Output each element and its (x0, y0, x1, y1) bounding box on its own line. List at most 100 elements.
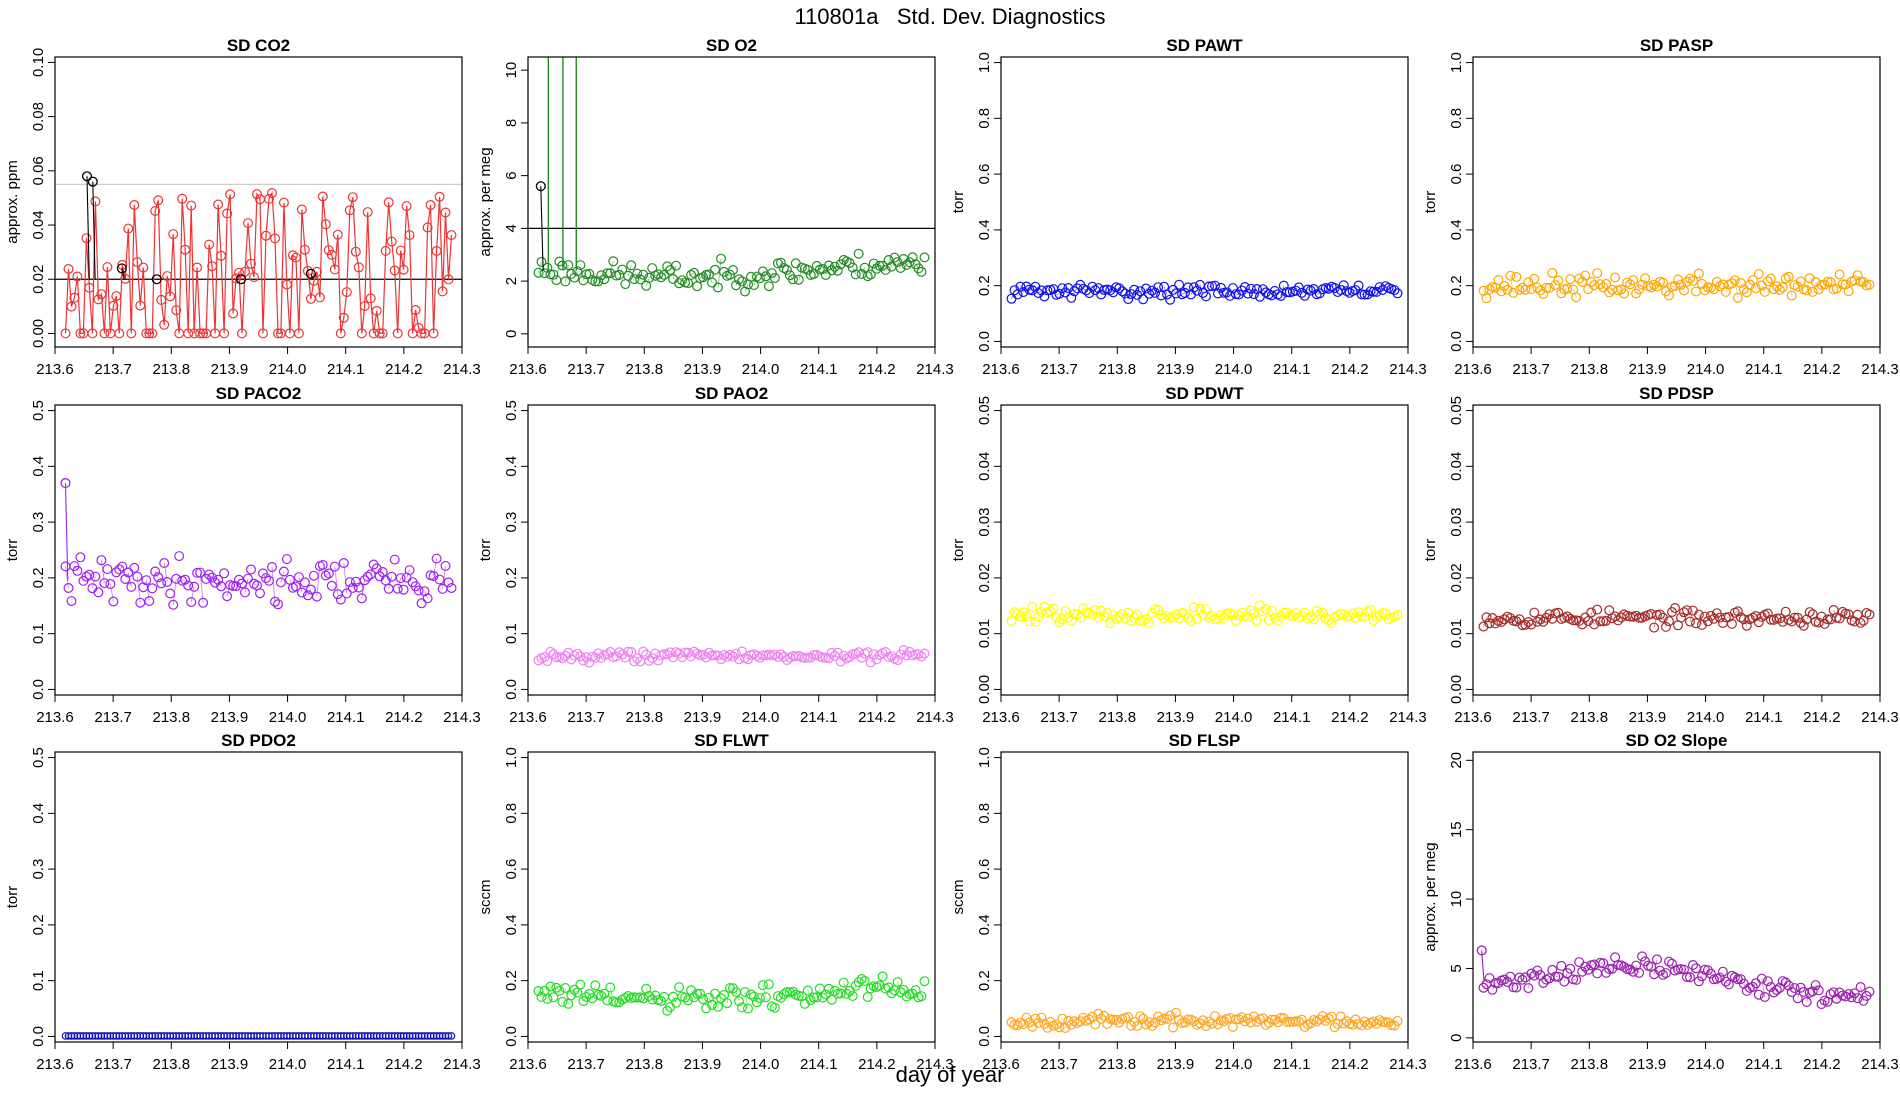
series-segment-sd-pdsp (1546, 613, 1550, 619)
x-tick-label-sd-pasp: 213.7 (1512, 361, 1550, 378)
data-point-sd-o2 (638, 269, 649, 280)
data-point-sd-o2-slope (1574, 957, 1585, 968)
y-tick-label-sd-co2: 0.10 (30, 48, 47, 77)
data-point-sd-o2-slope (1544, 973, 1555, 984)
x-tick-label-sd-co2: 213.7 (94, 361, 132, 378)
data-point-sd-o2 (608, 256, 619, 267)
data-point-sd-co2 (398, 264, 409, 275)
series-segment-sd-paco2 (343, 562, 348, 594)
data-point-sd-co2 (213, 199, 224, 210)
data-point-sd-pawt (1084, 288, 1095, 299)
data-point-sd-o2-slope (1565, 963, 1576, 974)
data-point-sd-flsp (1084, 1014, 1095, 1025)
data-point-sd-flwt (856, 973, 867, 984)
data-point-sd-pasp (1523, 277, 1534, 288)
data-point-sd-o2 (593, 276, 604, 287)
series-segment-sd-pdwt (1199, 608, 1204, 616)
data-point-sd-paco2 (299, 577, 310, 588)
data-point-sd-pao2 (898, 644, 909, 655)
data-point-sd-pdsp (1726, 618, 1737, 629)
y-tick-label-sd-pasp: 0.0 (1448, 331, 1465, 352)
data-point-sd-paco2 (293, 572, 304, 583)
series-segment-sd-pasp (1761, 285, 1766, 293)
y-tick-label-sd-flsp: 0.6 (976, 859, 993, 880)
data-point-sd-pdsp (1663, 616, 1674, 627)
outlier-point-sd-o2-slope (1476, 945, 1487, 956)
data-point-sd-pdsp (1583, 615, 1594, 626)
series-segment-sd-o2 (582, 274, 587, 281)
data-point-sd-pao2 (721, 651, 732, 662)
data-point-sd-co2 (246, 258, 257, 269)
x-tick-label-sd-o2-slope: 214.3 (1861, 1056, 1899, 1073)
data-point-sd-o2 (689, 267, 700, 278)
data-point-sd-flwt (781, 986, 792, 997)
data-point-sd-co2 (132, 257, 143, 268)
series-segment-sd-flwt (556, 987, 560, 992)
data-point-sd-co2 (270, 233, 281, 244)
panel-title-sd-pdo2: SD PDO2 (221, 731, 296, 750)
y-tick-label-sd-o2-slope: 20 (1448, 752, 1465, 769)
data-point-sd-pasp (1496, 286, 1507, 297)
y-tick-label-sd-pawt: 0.6 (976, 164, 993, 185)
data-point-sd-pasp (1834, 269, 1845, 280)
series-segment-sd-pdsp (1860, 620, 1864, 624)
data-point-sd-paco2 (108, 596, 119, 607)
data-point-sd-pasp (1762, 276, 1773, 287)
panel-sd-co2: SD CO2 approx. ppm 213.6 213.7 213.8 213.9 214… (4, 36, 481, 378)
panel-title-sd-flsp: SD FLSP (1169, 731, 1241, 750)
data-point-sd-pawt (1129, 284, 1140, 295)
y-axis-label-sd-co2: approx. ppm (4, 160, 21, 243)
series-segment-sd-pdsp (1761, 614, 1766, 618)
data-point-sd-co2 (195, 328, 206, 339)
series-segment-sd-paco2 (65, 566, 69, 589)
data-point-sd-pdsp (1592, 604, 1603, 615)
data-point-sd-flsp (1305, 1018, 1316, 1029)
data-point-sd-flsp (1162, 1013, 1173, 1024)
data-point-sd-co2 (225, 189, 236, 200)
x-tick-label-sd-flsp: 213.6 (982, 1056, 1020, 1073)
data-point-sd-paco2 (222, 591, 233, 602)
data-point-sd-o2-slope (1843, 988, 1854, 999)
data-point-sd-flwt (536, 991, 547, 1002)
data-point-sd-pawt (1392, 288, 1403, 299)
data-point-sd-pasp (1750, 283, 1761, 294)
data-point-sd-co2 (362, 207, 373, 218)
data-point-sd-paco2 (443, 577, 454, 588)
data-point-sd-o2 (847, 262, 858, 273)
data-point-sd-flwt (748, 991, 759, 1002)
data-point-sd-flwt (760, 992, 771, 1003)
data-point-sd-o2-slope (1762, 976, 1773, 987)
data-point-sd-o2 (793, 274, 804, 285)
data-point-sd-pdwt (1392, 609, 1403, 620)
series-segment-sd-flwt (672, 996, 677, 1003)
data-point-sd-flsp (1135, 1011, 1146, 1022)
data-point-sd-flwt (671, 997, 682, 1008)
data-point-sd-paco2 (144, 595, 155, 606)
data-point-sd-flwt (859, 975, 870, 986)
series-segment-sd-pao2 (538, 657, 542, 661)
data-point-sd-flwt (554, 985, 565, 996)
data-point-sd-o2 (584, 268, 595, 279)
data-point-sd-co2 (66, 301, 77, 312)
data-point-sd-flsp (1168, 1022, 1179, 1033)
data-point-sd-o2 (709, 264, 720, 275)
y-tick-label-sd-o2: 8 (503, 119, 520, 127)
data-point-sd-co2 (138, 262, 149, 273)
x-tick-label-sd-paco2: 214.0 (269, 709, 307, 726)
data-point-sd-pasp (1649, 279, 1660, 290)
data-point-sd-o2-slope (1517, 974, 1528, 985)
data-point-sd-co2 (81, 233, 92, 244)
x-tick-label-sd-pdsp: 213.7 (1512, 709, 1550, 726)
data-point-sd-pawt (1141, 283, 1152, 294)
plot-frame-sd-pdo2 (54, 751, 463, 1043)
data-point-sd-paco2 (329, 561, 340, 572)
data-point-sd-pdwt (1323, 615, 1334, 626)
data-point-sd-o2-slope (1789, 983, 1800, 994)
data-point-sd-flwt (557, 996, 568, 1007)
data-point-sd-co2 (365, 293, 376, 304)
y-tick-label-sd-o2-slope: 0 (1448, 1034, 1465, 1042)
outlier-point-sd-co2 (87, 176, 98, 187)
data-point-sd-pdsp (1484, 618, 1495, 629)
x-tick-label-sd-paco2: 213.8 (153, 709, 191, 726)
data-point-sd-pdsp (1708, 613, 1719, 624)
